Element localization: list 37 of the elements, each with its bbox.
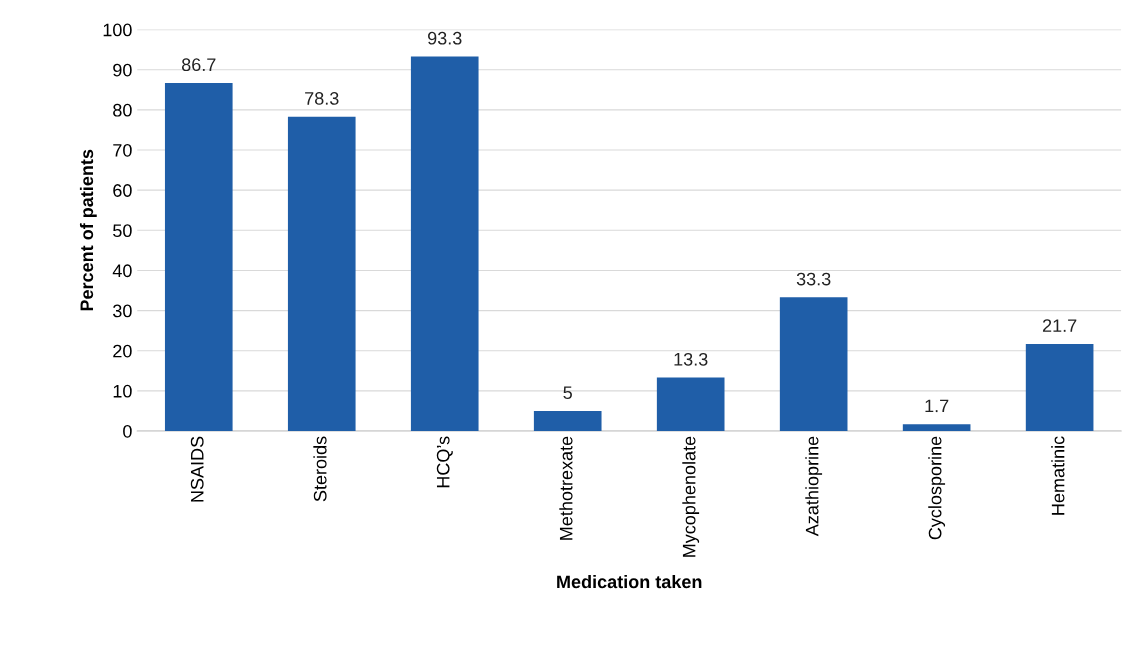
x-tick-label: NSAIDS	[190, 436, 204, 502]
y-tick-label: 50	[113, 224, 132, 238]
y-tick-label: 70	[113, 143, 132, 157]
x-tick-label: Cyclosporine	[928, 436, 946, 540]
y-tick-label: 40	[112, 264, 132, 278]
x-tick-label: Methotrexate	[559, 436, 573, 540]
data-label: 93.3	[428, 31, 462, 45]
y-tick-label: 100	[103, 23, 132, 37]
y-tick-label: 30	[113, 304, 132, 318]
bar	[1025, 343, 1094, 431]
bar	[287, 116, 356, 431]
y-tick-label: 60	[113, 184, 132, 197]
x-tick-label: Mycophenolate	[682, 436, 700, 557]
x-tick-label: Azathioprine	[805, 436, 823, 537]
x-tick-label: Steroids	[313, 436, 327, 502]
bar	[779, 297, 848, 431]
y-tick-label: 80	[113, 103, 132, 117]
x-tick-label: HCQ’s	[436, 436, 453, 488]
y-tick-label: 10	[113, 384, 132, 398]
bar	[410, 56, 479, 431]
x-tick-label: Hematinic	[1051, 436, 1065, 515]
bar	[533, 410, 602, 431]
data-label: 33.3	[796, 272, 831, 286]
data-label: 5	[563, 386, 572, 400]
y-axis-title: Percent of patients	[79, 149, 97, 311]
y-tick-label: 90	[113, 63, 132, 77]
data-label: 78.3	[305, 92, 339, 105]
y-tick-label: 0	[123, 424, 132, 438]
bar	[902, 424, 971, 431]
data-label: 1.7	[925, 399, 949, 413]
bar	[164, 82, 233, 431]
data-label: 86.7	[181, 58, 216, 72]
data-label: 13.3	[674, 352, 708, 366]
bar	[656, 377, 725, 431]
y-tick-label: 20	[113, 344, 132, 358]
x-axis-title: Medication taken	[557, 574, 702, 589]
data-label: 21.7	[1042, 319, 1077, 332]
